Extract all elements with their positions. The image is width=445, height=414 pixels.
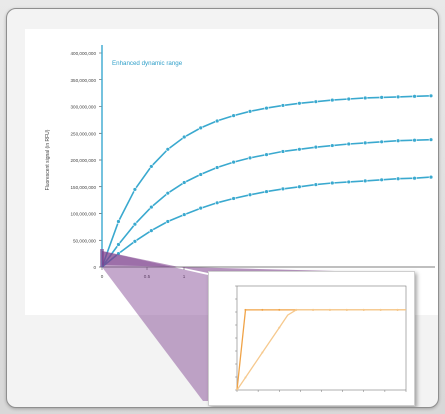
- inset-series-line-2: [236, 309, 406, 391]
- series-2-point: [363, 140, 368, 146]
- series-1-point: [116, 219, 121, 224]
- series-1-point: [264, 105, 269, 111]
- series-1-point: [330, 97, 335, 103]
- y-tick-label: 250,000,000: [70, 131, 96, 136]
- series-2-point: [313, 144, 319, 150]
- series-1-point: [280, 103, 286, 108]
- series-3-point: [346, 179, 351, 185]
- series-3-point: [280, 186, 286, 192]
- series-2-point: [231, 159, 236, 165]
- series-3-point: [132, 239, 138, 244]
- series-3-point: [198, 205, 203, 211]
- inset-series-2-point: [278, 326, 281, 329]
- y-tick-label: 150,000,000: [70, 185, 96, 190]
- series-2-point: [116, 242, 121, 247]
- inset-series-1-point: [261, 308, 264, 311]
- series-1-point: [149, 164, 154, 169]
- series-3-point: [231, 196, 236, 201]
- inset-series-2-point: [328, 308, 331, 311]
- series-2-point: [346, 141, 351, 147]
- inset-chart-panel: [208, 271, 415, 406]
- series-2-point: [198, 172, 203, 177]
- series-2-point: [182, 180, 187, 185]
- series-2-point: [330, 143, 335, 148]
- series-2-point: [428, 137, 434, 142]
- series-1-point: [182, 134, 187, 140]
- series-3-point: [428, 174, 434, 180]
- series-3-point: [149, 228, 154, 233]
- series-3-point: [182, 212, 187, 217]
- inset-series-line-1: [236, 309, 406, 391]
- series-2-point: [264, 152, 269, 157]
- series-1-point: [363, 95, 368, 101]
- inset-series-2-point: [345, 308, 348, 311]
- series-2-point: [214, 165, 220, 170]
- series-2-point: [132, 222, 138, 227]
- series-1-point: [297, 101, 302, 106]
- x-tick-label: 0.5: [144, 274, 151, 279]
- series-1-point: [395, 94, 401, 100]
- series-1-point: [132, 187, 138, 192]
- chart-title: Enhanced dynamic range: [112, 60, 183, 67]
- x-tick-label: 1: [183, 274, 186, 279]
- inset-series-2-point: [244, 376, 247, 379]
- series-3-point: [363, 178, 368, 184]
- series-2-point: [280, 149, 286, 154]
- series-2-point: [379, 139, 384, 145]
- y-tick-label: 350,000,000: [70, 78, 96, 83]
- zoom-source-region: [100, 249, 104, 267]
- inset-series-2-point: [396, 308, 399, 311]
- main-chart: 400,000,000 350,000,000 300,000,000 250,000…: [45, 45, 435, 279]
- series-3-point: [165, 219, 171, 224]
- y-tick-label: 0: [93, 265, 96, 270]
- series-3-point: [412, 175, 417, 181]
- series-2-point: [149, 204, 154, 210]
- series-1-point: [313, 99, 319, 104]
- inset-series-2-point: [379, 308, 382, 311]
- inset-series-2-point: [295, 308, 298, 311]
- series-2-point: [395, 138, 401, 143]
- series-3-point: [395, 176, 401, 181]
- series-3-point: [214, 200, 220, 206]
- series-1-point: [412, 94, 417, 99]
- zoom-wedge: [100, 249, 413, 401]
- inset-series-1-point: [244, 308, 247, 311]
- series-3-point: [330, 180, 335, 186]
- y-tick-label: 300,000,000: [70, 105, 96, 110]
- series-3-point: [313, 182, 319, 187]
- series-1-point: [198, 125, 203, 131]
- series-3-point: [264, 189, 269, 194]
- series-2-point: [165, 190, 171, 196]
- series-3-point: [379, 177, 384, 182]
- y-tick-label: 100,000,000: [70, 212, 96, 217]
- inset-chart: [235, 285, 407, 392]
- series-2-point: [412, 138, 417, 143]
- series-1-point: [379, 95, 384, 100]
- inset-series-2-point: [362, 308, 365, 311]
- series-3-point: [297, 184, 302, 189]
- x-tick-label: 0: [101, 274, 104, 279]
- series-1-point: [231, 113, 236, 118]
- inset-plot-frame: [236, 285, 407, 391]
- series-3-point: [247, 192, 253, 197]
- inset-series-2-point: [312, 308, 315, 311]
- series-2-point: [297, 147, 302, 152]
- figure-card: 400,000,000 350,000,000 300,000,000 250,000…: [6, 8, 439, 408]
- zoom-wedge-lower: [102, 251, 208, 401]
- series-1-point: [247, 109, 253, 114]
- series-2-point: [247, 155, 253, 161]
- inset-series-2-point: [261, 351, 264, 354]
- y-tick-label: 400,000,000: [70, 51, 96, 56]
- y-axis-label: Fluorescent signal (in RFU): [45, 129, 51, 190]
- series-1-point: [214, 118, 220, 124]
- y-tick-label: 50,000,000: [73, 238, 96, 243]
- series-1-point: [428, 93, 434, 99]
- inset-series-1-point: [278, 308, 281, 311]
- series-1-point: [346, 96, 351, 102]
- main-plot-panel: 400,000,000 350,000,000 300,000,000 250,000…: [25, 29, 438, 315]
- y-tick-label: 200,000,000: [70, 158, 96, 163]
- series-1-point: [165, 147, 171, 152]
